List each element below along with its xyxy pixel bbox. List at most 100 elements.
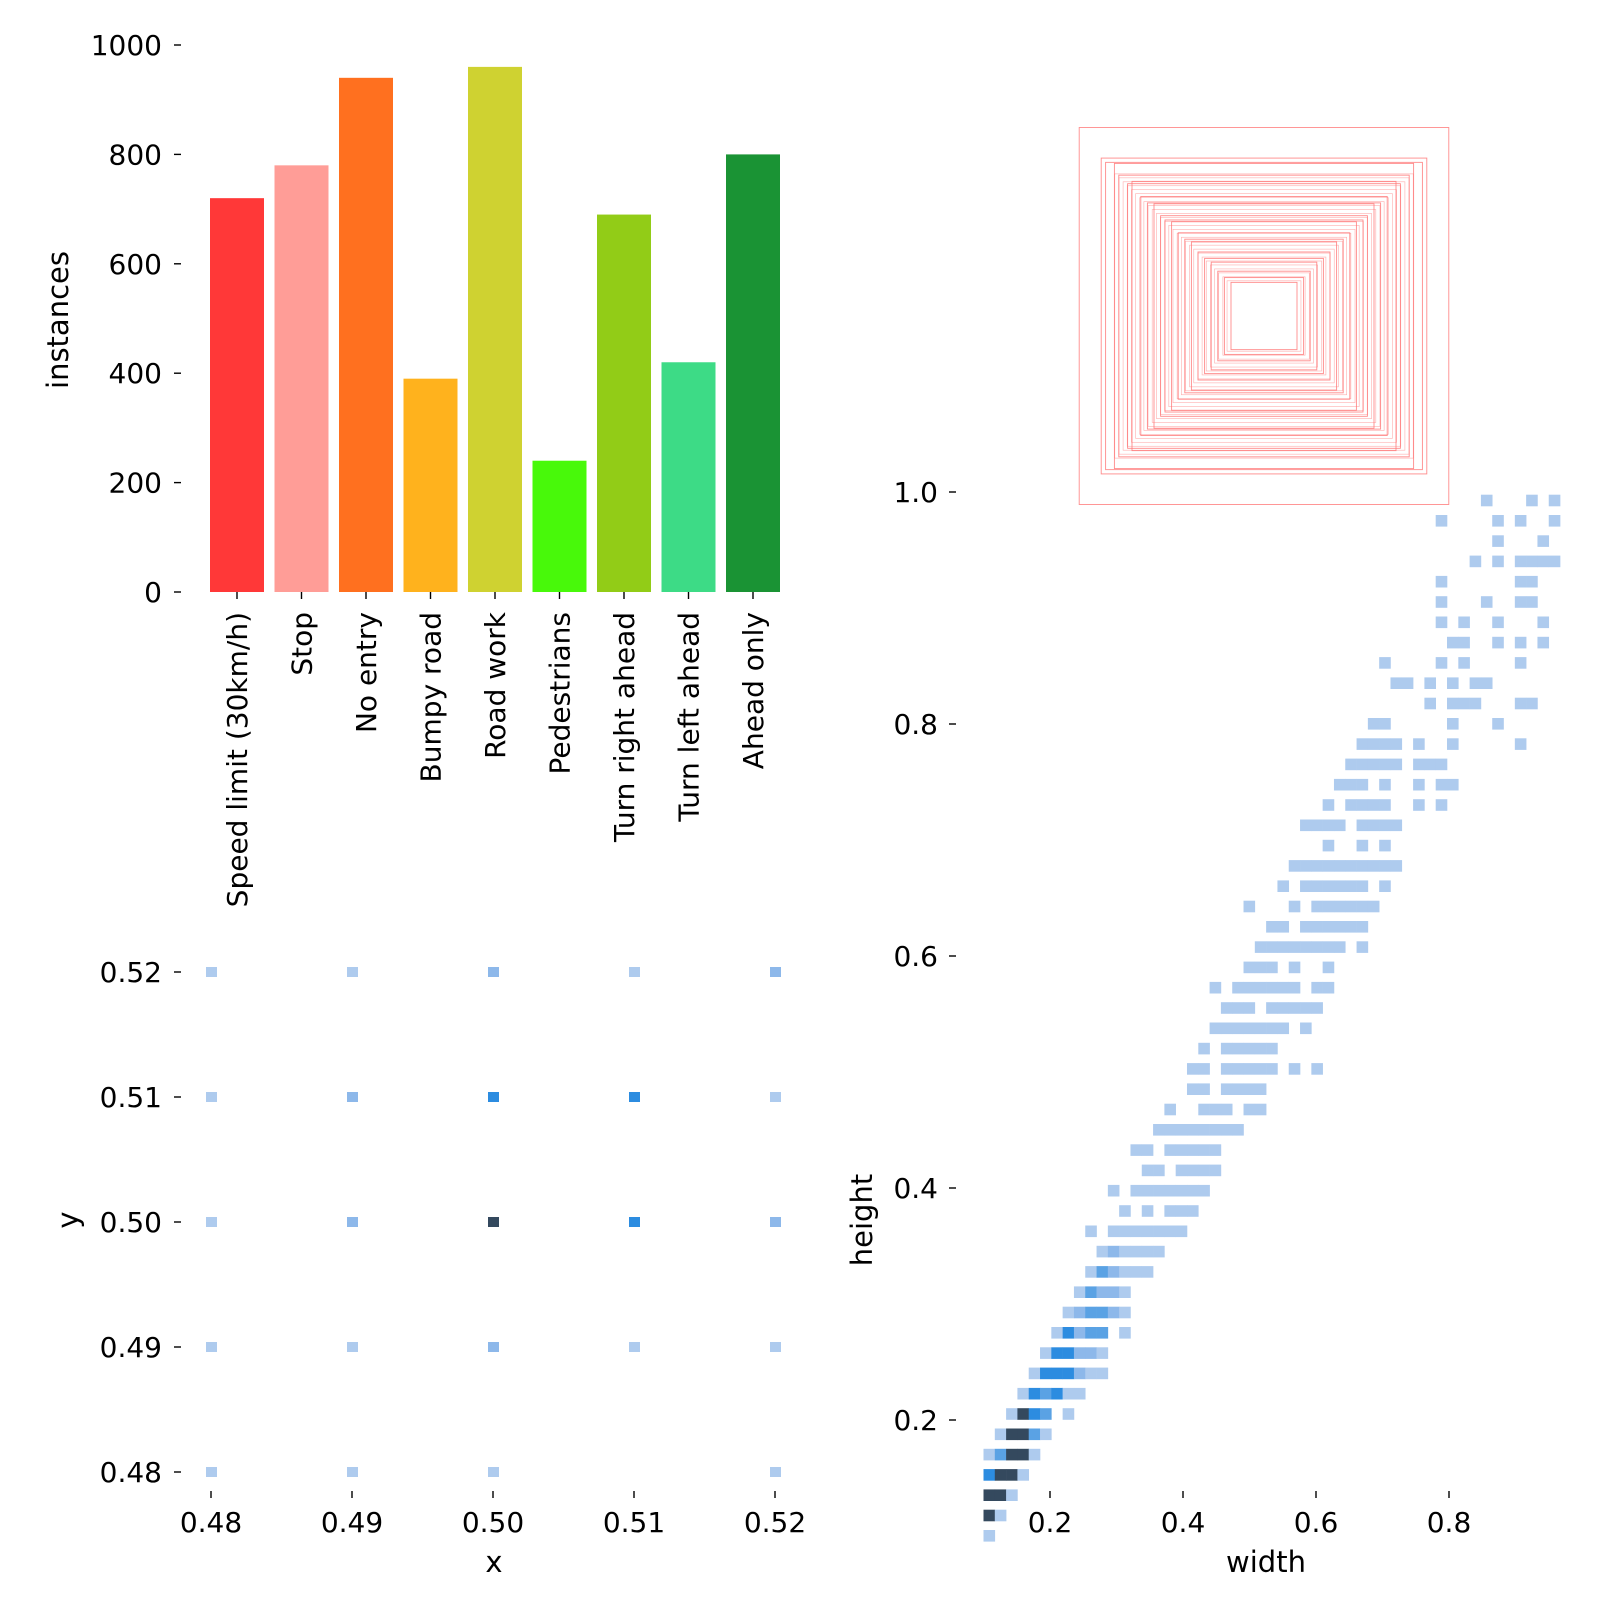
wh-cell-125	[1220, 1083, 1233, 1095]
wh-cell-217	[1356, 900, 1369, 913]
wh-cell-46	[1085, 1367, 1097, 1380]
box-15	[1190, 241, 1338, 391]
wh-cell-18	[1017, 1408, 1030, 1420]
xy-x-axis-label: x	[485, 1545, 502, 1579]
width-height-heatmap: 0.2 0.4 0.6 0.8 1.0 0.2 0.4 0.6 0.8 width heigh…	[845, 476, 1561, 1579]
wh-cell-52	[1085, 1225, 1097, 1238]
wh-cell-78	[1141, 1266, 1154, 1278]
bar-y-axis: 0 200 400 600 800 1000	[91, 29, 181, 609]
bar-x-tick-label: No entry	[350, 612, 383, 733]
wh-cell-179	[1300, 880, 1312, 892]
bar-series	[210, 66, 780, 592]
xy-heatmap-cells	[206, 967, 781, 1477]
wh-cell-304	[1548, 515, 1561, 527]
wh-cell-234	[1379, 860, 1391, 872]
box-inner-0	[1226, 280, 1302, 352]
xy-cell-7	[488, 1092, 499, 1102]
wh-cell-160	[1266, 941, 1278, 953]
bar-y-tick-label: 600	[109, 248, 162, 281]
wh-cell-51	[1085, 1266, 1097, 1278]
wh-cell-204	[1333, 880, 1346, 892]
wh-cell-199	[1322, 819, 1335, 832]
box-inner-16	[1160, 217, 1368, 415]
wh-cell-227	[1367, 860, 1380, 872]
xy-cell-19	[770, 1342, 781, 1352]
wh-cell-301	[1537, 555, 1550, 568]
wh-x-axis-label: width	[1226, 1545, 1306, 1579]
wh-cell-176	[1300, 1002, 1312, 1014]
wh-cell-68	[1119, 1286, 1131, 1298]
wh-cell-145	[1243, 900, 1256, 913]
bar-y-tick-label: 800	[109, 138, 162, 171]
wh-cell-62	[1107, 1266, 1120, 1278]
xy-cell-16	[347, 1342, 358, 1352]
bar-x-tick-label: Pedestrians	[544, 612, 577, 774]
wh-cell-258	[1435, 758, 1448, 771]
wh-cell-131	[1232, 1083, 1244, 1095]
wh-cell-87	[1153, 1184, 1165, 1197]
xy-y-tick-label: 0.51	[100, 1081, 162, 1114]
wh-cell-14	[1006, 1408, 1018, 1420]
wh-cell-168	[1288, 1063, 1301, 1075]
wh-cell-60	[1107, 1306, 1120, 1319]
wh-cell-166	[1277, 921, 1290, 933]
bar-x-tick-label: Speed limit (30km/h)	[221, 612, 254, 907]
wh-cell-300	[1537, 616, 1550, 629]
wh-cell-262	[1435, 575, 1448, 588]
wh-cell-212	[1345, 799, 1357, 811]
wh-y-axis-label: height	[845, 1174, 879, 1266]
wh-cell-119	[1209, 1124, 1222, 1136]
wh-cell-271	[1458, 657, 1470, 669]
box-3	[1113, 162, 1415, 470]
bar-y-tick-label: 1000	[91, 29, 162, 62]
wh-cell-196	[1322, 880, 1335, 892]
wh-cell-231	[1367, 738, 1380, 750]
wh-cell-49	[1085, 1306, 1097, 1319]
box-inner-26	[1118, 177, 1410, 455]
wh-cell-267	[1447, 697, 1459, 710]
wh-cell-36	[1062, 1367, 1075, 1380]
wh-cell-70	[1119, 1245, 1131, 1258]
bar-x-tick-label: Turn left ahead	[673, 612, 706, 823]
wh-cell-0	[983, 1530, 996, 1542]
wh-cell-41	[1073, 1367, 1086, 1380]
wh-cell-303	[1548, 555, 1561, 568]
wh-cell-79	[1141, 1245, 1154, 1258]
wh-cell-194	[1322, 921, 1335, 933]
wh-cell-203	[1333, 900, 1346, 913]
wh-cell-139	[1243, 1063, 1256, 1075]
wh-cell-263	[1435, 515, 1448, 527]
wh-cell-33	[1051, 1327, 1063, 1339]
wh-cell-128	[1220, 1022, 1233, 1035]
box-7	[1140, 196, 1388, 436]
wh-cell-86	[1153, 1225, 1165, 1238]
wh-cell-109	[1198, 1184, 1210, 1197]
wh-cell-256	[1435, 799, 1448, 811]
wh-cell-296	[1526, 575, 1538, 588]
wh-x-tick-label: 0.4	[1161, 1506, 1206, 1539]
wh-cell-37	[1062, 1347, 1075, 1359]
wh-cell-56	[1096, 1306, 1109, 1319]
box-inner-18	[1151, 209, 1377, 423]
wh-cell-187	[1311, 900, 1323, 913]
xy-cell-13	[629, 1217, 640, 1227]
wh-cell-92	[1164, 1184, 1176, 1197]
xy-y-tick-label: 0.49	[100, 1331, 162, 1364]
xy-cell-8	[629, 1092, 640, 1102]
wh-cell-281	[1492, 636, 1504, 649]
wh-cell-8	[994, 1448, 1007, 1461]
wh-cell-115	[1198, 1063, 1210, 1075]
box-inner-13	[1172, 229, 1356, 403]
xy-cell-15	[206, 1342, 217, 1352]
wh-cell-290	[1514, 596, 1527, 608]
wh-cell-172	[1288, 941, 1301, 953]
wh-cell-174	[1288, 860, 1301, 872]
wh-cell-146	[1254, 1103, 1267, 1116]
wh-cell-120	[1209, 1103, 1222, 1116]
wh-cell-74	[1130, 1245, 1143, 1258]
wh-cell-117	[1209, 1164, 1222, 1177]
bar-4	[468, 66, 522, 592]
bar-x-axis: Speed limit (30km/h) Stop No entry Bumpy ro…	[221, 592, 770, 907]
xy-cell-1	[347, 967, 358, 977]
